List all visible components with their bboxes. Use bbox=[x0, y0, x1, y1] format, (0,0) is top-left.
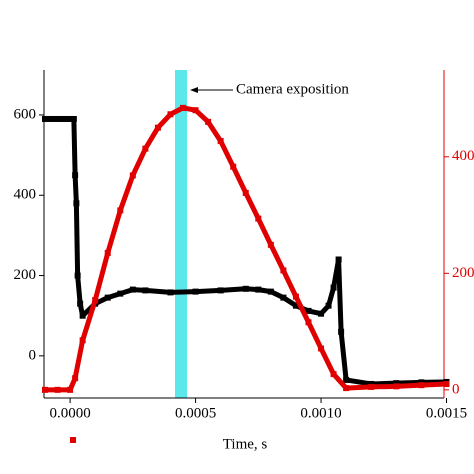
data-point bbox=[73, 200, 80, 207]
data-point bbox=[255, 215, 262, 222]
data-point bbox=[62, 115, 69, 122]
y-tick-label: 200 bbox=[14, 267, 37, 283]
data-point bbox=[280, 294, 287, 301]
data-point bbox=[104, 294, 111, 301]
data-point bbox=[57, 115, 64, 122]
data-point bbox=[305, 307, 312, 314]
data-point bbox=[280, 267, 287, 274]
data-point bbox=[305, 319, 312, 326]
data-point bbox=[117, 207, 124, 214]
data-point bbox=[77, 300, 84, 307]
data-point bbox=[42, 115, 49, 122]
data-point bbox=[343, 376, 350, 383]
data-point bbox=[205, 118, 212, 125]
data-point bbox=[192, 288, 199, 295]
data-point bbox=[74, 272, 81, 279]
data-point bbox=[393, 380, 400, 387]
x-tick-label: 0.0005 bbox=[175, 405, 216, 421]
data-point bbox=[325, 302, 332, 309]
data-point bbox=[330, 284, 337, 291]
data-point bbox=[142, 145, 149, 152]
data-point bbox=[338, 328, 345, 335]
data-point bbox=[72, 375, 79, 382]
data-point bbox=[92, 297, 99, 304]
data-point bbox=[104, 249, 111, 256]
data-point bbox=[418, 382, 425, 389]
legend-fragment bbox=[70, 437, 76, 443]
x-tick-label: 0.0000 bbox=[49, 405, 90, 421]
y-tick-label: 0 bbox=[29, 347, 37, 363]
y2-tick-label: 0 bbox=[452, 381, 460, 397]
data-point bbox=[330, 371, 337, 378]
data-point bbox=[42, 386, 49, 393]
y-tick-label: 400 bbox=[14, 187, 37, 203]
data-point bbox=[217, 287, 224, 294]
data-point bbox=[142, 287, 149, 294]
data-point bbox=[267, 241, 274, 248]
data-point bbox=[79, 312, 86, 319]
data-point bbox=[443, 381, 450, 388]
data-point bbox=[67, 115, 74, 122]
data-point bbox=[180, 104, 187, 111]
data-point bbox=[129, 172, 136, 179]
data-point bbox=[242, 285, 249, 292]
y2-tick-label: 400 bbox=[452, 148, 474, 164]
series-line bbox=[42, 105, 450, 393]
data-point bbox=[255, 286, 262, 293]
data-point bbox=[52, 115, 59, 122]
data-point bbox=[292, 302, 299, 309]
x-axis-label: Time, s bbox=[223, 436, 268, 452]
y2-tick-label: 200 bbox=[452, 265, 474, 281]
highlight-band bbox=[174, 70, 188, 398]
data-point bbox=[217, 138, 224, 145]
data-point bbox=[79, 337, 86, 344]
data-point bbox=[230, 163, 237, 170]
data-point bbox=[167, 111, 174, 118]
data-point bbox=[335, 256, 342, 263]
data-point bbox=[67, 386, 74, 393]
data-point bbox=[129, 286, 136, 293]
data-point bbox=[318, 345, 325, 352]
data-point bbox=[368, 383, 375, 390]
y-tick-label: 600 bbox=[14, 106, 37, 122]
data-point bbox=[72, 172, 79, 179]
data-point bbox=[54, 386, 61, 393]
data-point bbox=[154, 124, 161, 131]
annotation-arrowhead bbox=[190, 87, 198, 93]
data-point bbox=[192, 107, 199, 114]
data-point bbox=[47, 115, 54, 122]
x-tick-label: 0.0010 bbox=[300, 405, 341, 421]
data-point bbox=[318, 310, 325, 317]
data-point bbox=[292, 293, 299, 300]
data-point bbox=[267, 288, 274, 295]
data-point bbox=[343, 385, 350, 392]
data-point bbox=[167, 289, 174, 296]
data-point bbox=[242, 189, 249, 196]
data-point bbox=[70, 115, 77, 122]
data-point bbox=[117, 290, 124, 297]
data-point bbox=[393, 383, 400, 390]
annotation: Camera exposition bbox=[236, 81, 349, 97]
x-tick-label: 0.0015 bbox=[426, 405, 467, 421]
